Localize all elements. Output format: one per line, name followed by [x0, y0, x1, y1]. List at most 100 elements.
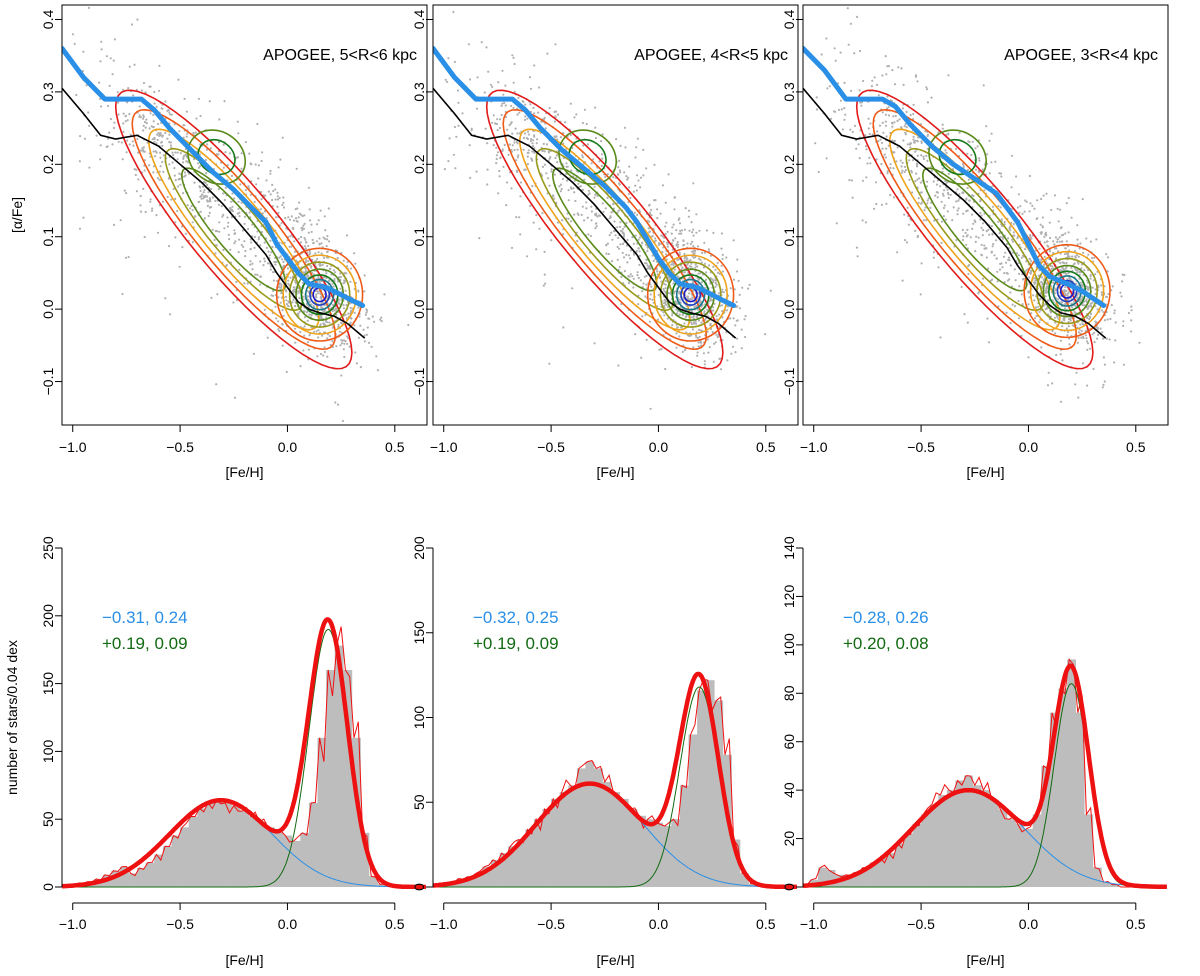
bar [283, 835, 292, 887]
data-point [491, 121, 494, 124]
data-point [991, 233, 994, 236]
data-point [596, 194, 599, 198]
data-point [968, 199, 971, 202]
data-point [177, 78, 180, 81]
data-point [633, 211, 636, 214]
data-point [87, 111, 90, 114]
data-point [871, 79, 874, 82]
data-point [868, 132, 871, 136]
data-point [916, 80, 919, 83]
data-point [522, 136, 526, 139]
data-point [183, 171, 187, 174]
data-point [996, 280, 999, 283]
data-point [1084, 334, 1087, 337]
x-axis-label: [Fe/H] [225, 952, 263, 968]
data-point [875, 83, 879, 86]
data-point [891, 69, 894, 72]
data-point [962, 235, 965, 238]
data-point [127, 255, 130, 259]
data-point [645, 274, 648, 277]
total-fit-curve [62, 617, 426, 889]
data-point [651, 298, 654, 301]
data-point [672, 223, 675, 226]
data-point [982, 229, 985, 232]
data-point [990, 225, 994, 228]
data-point [247, 185, 250, 188]
data-point [594, 222, 598, 225]
data-point [158, 64, 161, 67]
data-point [700, 341, 703, 344]
data-point [1076, 271, 1079, 274]
data-point [119, 219, 122, 222]
thick-contour-2 [938, 138, 977, 176]
data-point [884, 156, 888, 159]
data-point [558, 185, 561, 188]
data-point [1082, 337, 1085, 340]
data-point [248, 152, 251, 155]
data-point [631, 275, 634, 278]
data-point [282, 260, 285, 263]
total-fit-curve [433, 671, 797, 889]
data-point [562, 233, 565, 236]
data-point [285, 370, 288, 373]
data-point [1056, 238, 1059, 241]
data-point [176, 209, 179, 213]
data-point [685, 256, 688, 259]
data-point [276, 191, 279, 194]
data-point [263, 257, 266, 260]
data-point [71, 33, 74, 36]
data-point [127, 87, 130, 90]
data-point [610, 231, 613, 234]
data-point [917, 136, 920, 139]
data-point [886, 170, 889, 173]
data-point [691, 328, 695, 331]
data-point [276, 195, 279, 198]
data-point [556, 161, 559, 164]
mean-track-black [803, 87, 1107, 339]
data-point [1093, 341, 1096, 344]
data-point [334, 307, 337, 310]
data-point [1032, 294, 1035, 297]
data-point [514, 127, 517, 130]
data-point [980, 254, 984, 257]
data-point [139, 194, 142, 198]
data-point [843, 107, 846, 110]
data-point [1039, 291, 1042, 294]
data-point [678, 251, 681, 254]
data-point [222, 192, 225, 195]
contour-level-1 [114, 89, 353, 370]
data-point [269, 172, 272, 175]
data-point [703, 262, 707, 265]
data-point [480, 41, 483, 44]
x-tick-label: 0.5 [385, 439, 405, 455]
data-point [1044, 289, 1047, 292]
data-point [131, 140, 134, 143]
data-point [648, 267, 651, 270]
data-point [333, 277, 336, 281]
data-point [708, 264, 711, 267]
data-point [178, 265, 181, 268]
bar [886, 853, 896, 887]
data-point [336, 403, 340, 406]
data-point [1085, 237, 1088, 240]
bar [231, 805, 241, 887]
data-point [518, 216, 521, 219]
data-point [291, 290, 294, 293]
data-point [353, 311, 356, 314]
data-point [853, 52, 856, 55]
data-point [1044, 233, 1047, 236]
data-point [880, 203, 884, 206]
data-point [200, 197, 203, 200]
data-point [513, 148, 516, 152]
data-point [317, 219, 320, 222]
data-point [885, 147, 888, 150]
data-point [585, 201, 588, 204]
data-point [532, 112, 536, 115]
data-point [736, 258, 739, 261]
data-point [253, 235, 257, 239]
data-point [1055, 257, 1058, 260]
data-point [531, 142, 534, 145]
data-point [843, 81, 846, 84]
fit-label-1: −0.28, 0.26 [843, 608, 929, 627]
data-point [522, 100, 525, 103]
